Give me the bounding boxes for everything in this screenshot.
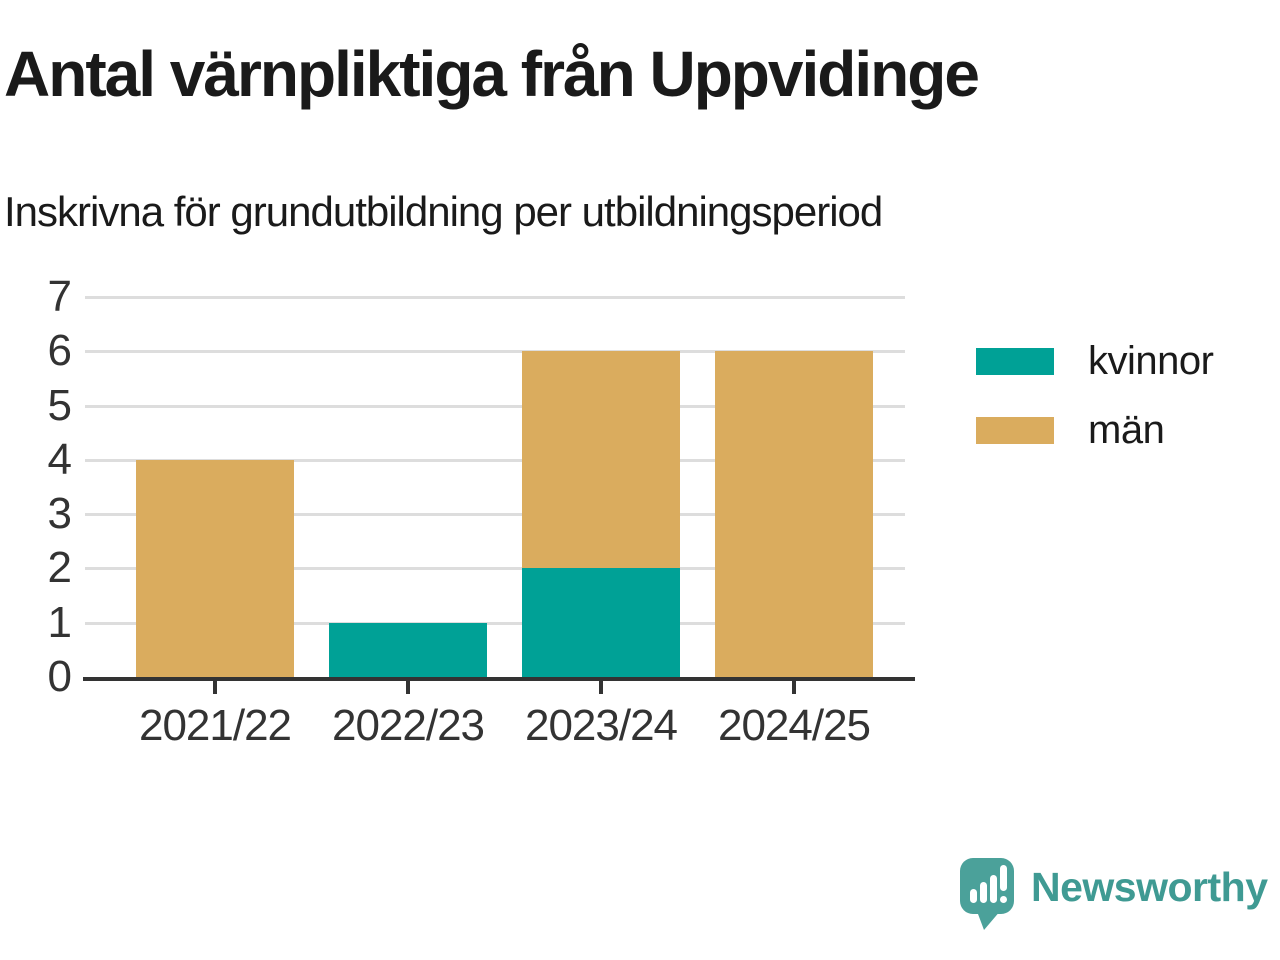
chart-subtitle: Inskrivna för grundutbildning per utbild…	[4, 188, 883, 235]
legend-item-man: män	[976, 410, 1213, 450]
gridline-y5	[85, 404, 905, 408]
y-axis-tick-label: 5	[47, 380, 72, 430]
legend-swatch-man	[976, 416, 1054, 444]
gridline-y7	[85, 296, 905, 299]
bar-2023/24-kvinnor	[522, 568, 680, 677]
bar-chart-speech-bubble-icon	[960, 858, 1014, 930]
legend-item-kvinnor: kvinnor	[976, 339, 1214, 383]
bar-2023/24-män	[522, 351, 680, 569]
brand-name: Newsworthy	[1031, 864, 1268, 910]
gridline-y4	[85, 458, 905, 462]
y-axis-tick-label: 4	[47, 434, 72, 484]
bar-2021/22-män	[136, 459, 294, 677]
x-axis-tick-label: 2021/22	[138, 701, 292, 750]
x-axis-tick	[599, 681, 603, 694]
gridline-y6	[85, 350, 905, 354]
x-axis-tick	[213, 681, 217, 694]
x-axis-tick-label: 2023/24	[524, 701, 678, 750]
x-axis-tick-label: 2022/23	[331, 701, 485, 750]
x-axis-tick-label: 2024/25	[717, 701, 871, 750]
chart-title: Antal värnpliktiga från Uppvidinge	[4, 38, 980, 110]
gridline-y3	[85, 513, 905, 517]
y-axis-tick-label: 6	[47, 326, 72, 376]
y-axis-tick-label: 3	[47, 489, 72, 539]
newsworthy-logo: Newsworthy	[959, 856, 1268, 934]
gridline-y1	[85, 621, 905, 625]
bar-2024/25-män	[715, 351, 873, 677]
y-axis-tick-label: 1	[47, 597, 72, 647]
gridline-y2	[85, 567, 905, 571]
legend: kvinnor män	[976, 339, 1214, 450]
bar-2022/23-kvinnor	[329, 622, 487, 677]
y-axis-tick-label: 7	[47, 272, 72, 321]
legend-label: kvinnor	[1088, 339, 1214, 383]
y-axis-tick-label: 2	[47, 543, 72, 593]
y-axis-tick-label: 0	[47, 652, 72, 701]
legend-swatch-kvinnor	[976, 347, 1054, 375]
x-axis-tick	[406, 681, 410, 694]
legend-label: män	[1088, 408, 1165, 452]
x-axis-line	[83, 677, 915, 681]
x-axis-tick	[792, 681, 796, 694]
